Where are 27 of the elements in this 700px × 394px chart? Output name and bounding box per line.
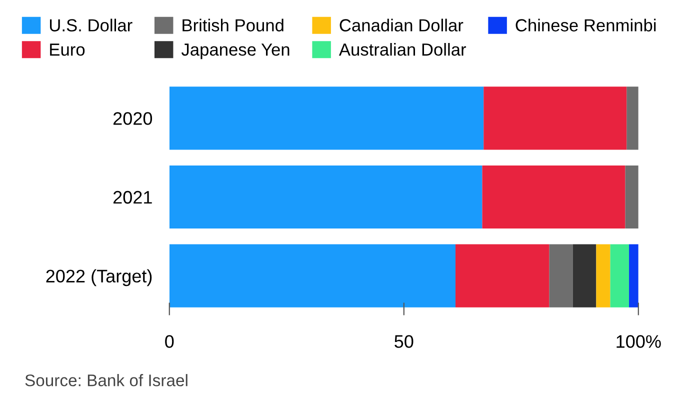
source-note: Source: Bank of Israel [25, 374, 188, 386]
bar [626, 86, 638, 150]
bar [610, 244, 630, 308]
bar [482, 165, 626, 229]
legend-label: Australian Dollar [338, 42, 466, 56]
legend-label: Euro [50, 44, 85, 56]
bar [169, 165, 482, 229]
bar [625, 165, 638, 229]
y-tick-label: 2020 [113, 112, 152, 125]
bar [169, 244, 456, 308]
legend-label: Chinese Renminbi [516, 18, 656, 32]
legend-label: Canadian Dollar [340, 18, 464, 32]
x-tick-label: 100% [616, 335, 661, 348]
legend-label: U.S. Dollar [50, 18, 132, 32]
legend-label: Japanese Yen [181, 44, 290, 60]
y-tick-label: 2022 (Target) [46, 269, 152, 286]
bar [549, 244, 573, 308]
bar [455, 244, 550, 308]
bar [596, 244, 610, 308]
x-tick-label: 0 [165, 335, 174, 348]
legend-label: British Pound [182, 18, 284, 32]
bar [629, 244, 638, 308]
y-tick-label: 2021 [113, 190, 152, 204]
bar [484, 86, 627, 150]
x-tick-label: 50 [394, 335, 414, 348]
bar [572, 244, 596, 308]
bar [169, 86, 484, 150]
